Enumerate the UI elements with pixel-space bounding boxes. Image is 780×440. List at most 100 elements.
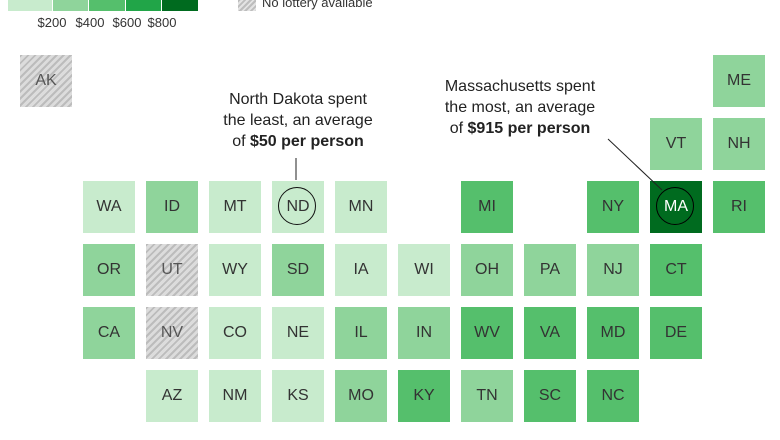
state-tile-nj: NJ <box>587 244 639 296</box>
annotation-massachusetts: Massachusetts spent the most, an average… <box>420 76 620 139</box>
state-tile-oh: OH <box>461 244 513 296</box>
state-tile-ct: CT <box>650 244 702 296</box>
state-tile-nv: NV <box>146 307 198 359</box>
state-label: MT <box>223 198 247 215</box>
state-tile-wy: WY <box>209 244 261 296</box>
state-label: WV <box>474 324 500 341</box>
state-label: VA <box>539 324 561 341</box>
state-tile-nh: NH <box>713 118 765 170</box>
annotation-north-dakota: North Dakota spent the least, an average… <box>198 89 398 152</box>
state-tile-nc: NC <box>587 370 639 422</box>
state-tile-ne: NE <box>272 307 324 359</box>
state-label: CO <box>223 324 247 341</box>
state-tile-mi: MI <box>461 181 513 233</box>
legend-swatch-1 <box>8 0 52 11</box>
state-label: MN <box>348 198 374 215</box>
state-label: WI <box>414 261 434 278</box>
state-tile-sd: SD <box>272 244 324 296</box>
legend-swatch-5 <box>162 0 198 11</box>
state-tile-co: CO <box>209 307 261 359</box>
state-label: ME <box>727 72 751 89</box>
state-label: NH <box>727 135 751 152</box>
state-tile-mo: MO <box>335 370 387 422</box>
highlight-circle <box>656 187 694 225</box>
annotation-nd-value: $50 per person <box>249 133 364 150</box>
legend-tick-600: $600 <box>112 15 142 30</box>
legend-tick-800: $800 <box>147 15 177 30</box>
state-label: IA <box>353 261 369 278</box>
state-label: KY <box>413 387 435 404</box>
state-label: WY <box>222 261 248 278</box>
state-label: TN <box>476 387 498 404</box>
state-tile-mt: MT <box>209 181 261 233</box>
legend-swatch-3 <box>89 0 125 11</box>
state-label: IN <box>416 324 432 341</box>
state-tile-az: AZ <box>146 370 198 422</box>
state-tile-nm: NM <box>209 370 261 422</box>
state-tile-il: IL <box>335 307 387 359</box>
state-tile-ak: AK <box>20 55 72 107</box>
state-tile-ri: RI <box>713 181 765 233</box>
state-label: ND <box>286 198 310 215</box>
state-label: MO <box>348 387 374 404</box>
state-tile-ca: CA <box>83 307 135 359</box>
state-tile-wv: WV <box>461 307 513 359</box>
state-tile-me: ME <box>713 55 765 107</box>
state-tile-ny: NY <box>587 181 639 233</box>
state-label: CA <box>97 324 121 341</box>
state-tile-id: ID <box>146 181 198 233</box>
state-tile-wi: WI <box>398 244 450 296</box>
state-label: IL <box>354 324 368 341</box>
state-label: VT <box>665 135 687 152</box>
annotation-ma-line3: of $915 per person <box>449 120 591 137</box>
legend-hatch-swatch <box>238 0 256 11</box>
state-tile-ks: KS <box>272 370 324 422</box>
state-label: OR <box>97 261 121 278</box>
legend-swatch-4 <box>126 0 161 11</box>
state-label: NC <box>601 387 625 404</box>
state-label: WA <box>96 198 122 215</box>
state-tile-sc: SC <box>524 370 576 422</box>
state-tile-ia: IA <box>335 244 387 296</box>
highlight-circle <box>278 187 316 225</box>
state-label: UT <box>161 261 183 278</box>
state-label: CT <box>665 261 687 278</box>
legend-tick-200: $200 <box>37 15 67 30</box>
state-label: NE <box>286 324 310 341</box>
annotation-ma-line1: Massachusetts spent <box>444 78 596 95</box>
state-label: MD <box>600 324 626 341</box>
annotation-nd-line1: North Dakota spent <box>229 91 367 108</box>
state-tile-tn: TN <box>461 370 513 422</box>
state-label: MA <box>664 198 688 215</box>
state-tile-mn: MN <box>335 181 387 233</box>
annotation-nd-line3: of $50 per person <box>232 133 364 150</box>
state-label: ID <box>164 198 180 215</box>
state-tile-nd: ND <box>272 181 324 233</box>
state-tile-va: VA <box>524 307 576 359</box>
state-tile-ut: UT <box>146 244 198 296</box>
state-tile-ky: KY <box>398 370 450 422</box>
annotation-ma-line2: the most, an average <box>444 99 596 116</box>
state-tile-pa: PA <box>524 244 576 296</box>
annotation-ma-value: $915 per person <box>467 120 591 137</box>
state-label: NJ <box>603 261 623 278</box>
state-tile-in: IN <box>398 307 450 359</box>
state-tile-ma: MA <box>650 181 702 233</box>
state-tile-de: DE <box>650 307 702 359</box>
state-label: MI <box>478 198 496 215</box>
state-label: PA <box>539 261 561 278</box>
state-tile-or: OR <box>83 244 135 296</box>
state-label: RI <box>731 198 747 215</box>
state-label: SD <box>286 261 310 278</box>
legend-tick-400: $400 <box>75 15 105 30</box>
state-label: SC <box>538 387 562 404</box>
state-label: OH <box>475 261 499 278</box>
state-label: KS <box>287 387 309 404</box>
state-tile-wa: WA <box>83 181 135 233</box>
state-label: AK <box>35 72 57 89</box>
state-tile-vt: VT <box>650 118 702 170</box>
state-label: NV <box>160 324 184 341</box>
legend: $200 $400 $600 $800 No lottery available <box>0 0 420 32</box>
annotation-nd-line2: the least, an average <box>223 112 373 129</box>
